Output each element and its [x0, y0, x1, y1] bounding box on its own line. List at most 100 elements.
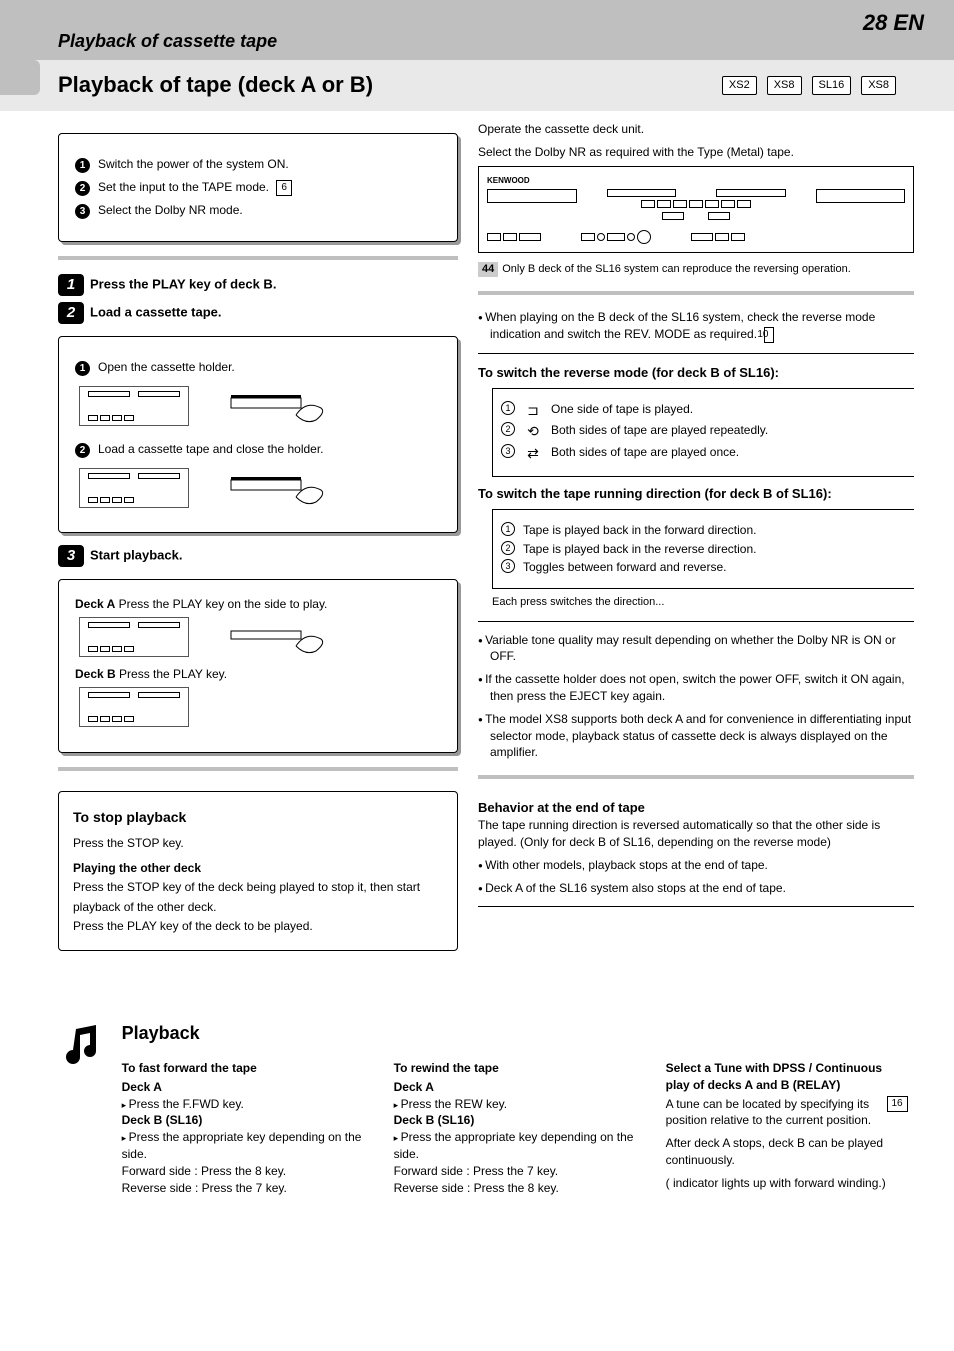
- section-title: Playback of cassette tape: [58, 29, 277, 54]
- eot-text: The tape running direction is reversed a…: [478, 817, 914, 851]
- left-column: 1Switch the power of the system ON. 2Set…: [58, 121, 458, 971]
- mode-desc: Both sides of tape are played once.: [551, 444, 739, 461]
- deck-label: Deck B (SL16): [122, 1113, 203, 1127]
- page-ref: 6: [276, 180, 292, 196]
- divider: [478, 291, 914, 295]
- rew-b: Press the appropriate key depending on t…: [394, 1129, 636, 1163]
- intro-line: Operate the cassette deck unit.: [478, 121, 914, 138]
- note-bullet: The model XS8 supports both deck A and f…: [490, 711, 914, 761]
- divider: [478, 906, 914, 907]
- instr: Press the PLAY key on the side to play.: [119, 597, 328, 611]
- stop-line: Playing the other deck: [73, 859, 443, 878]
- pb-col-rew: To rewind the tape Deck A Press the REW …: [394, 1054, 636, 1196]
- eot-bullet: With other models, playback stops at the…: [490, 857, 914, 874]
- dir-title: To switch the tape running direction (fo…: [478, 485, 914, 503]
- step-number-icon: 3: [58, 545, 84, 567]
- sub-num: 1: [75, 361, 90, 376]
- deck-label: Deck B (SL16): [394, 1113, 475, 1127]
- mode-icon: ⇄: [523, 444, 543, 464]
- reverse-note: ( indicator lights up with forward windi…: [666, 1175, 908, 1192]
- step-number-icon: 1: [58, 274, 84, 296]
- divider: [478, 621, 914, 622]
- divider: [478, 353, 914, 354]
- model-tag: XS8: [861, 76, 896, 95]
- sub-text: Open the cassette holder.: [98, 360, 235, 374]
- mode-icon: ⊐: [523, 401, 543, 421]
- hand-illustration: [226, 472, 336, 512]
- mode-num: 1: [501, 401, 515, 415]
- end-of-tape-block: Behavior at the end of tape The tape run…: [478, 799, 914, 896]
- prep-text: Select the Dolby NR mode.: [98, 203, 243, 217]
- page-ref: 16: [887, 1096, 908, 1112]
- callout-label: 44: [478, 262, 498, 277]
- page-number: 28 EN: [863, 8, 924, 39]
- sl16-note-block: When playing on the B deck of the SL16 s…: [478, 309, 914, 343]
- stop-line: Press the STOP key of the deck being pla…: [73, 878, 443, 916]
- deck-label: Deck A: [394, 1080, 434, 1094]
- divider: [58, 256, 458, 260]
- search-title: Select a Tune with DPSS / Continuous pla…: [666, 1060, 908, 1094]
- mode-desc: Both sides of tape are played repeatedly…: [551, 422, 768, 439]
- divider: [478, 775, 914, 779]
- rew-side-fwd: Forward side : Press the 7 key.: [394, 1163, 636, 1180]
- mode-num: 3: [501, 444, 515, 458]
- pb-col-fwd: To fast forward the tape Deck A Press th…: [122, 1054, 364, 1196]
- start-playback-box: Deck A Press the PLAY key on the side to…: [58, 579, 458, 752]
- brand-label: KENWOOD: [487, 175, 905, 186]
- page-ref: 10: [764, 327, 774, 343]
- eot-bullet: Deck A of the SL16 system also stops at …: [490, 880, 914, 897]
- step-1: 1 Press the PLAY key of deck B.: [58, 274, 458, 296]
- preparations-box: 1Switch the power of the system ON. 2Set…: [58, 133, 458, 242]
- step-3: 3Start playback.: [58, 545, 458, 567]
- mode-desc: Tape is played back in the reverse direc…: [523, 541, 756, 558]
- step-text: Press the PLAY key of deck B.: [90, 276, 276, 291]
- callout-note: Only B deck of the SL16 system can repro…: [502, 263, 851, 275]
- rew-a: Press the REW key.: [394, 1096, 636, 1113]
- side-fwd: Forward side : Press the 8 key.: [122, 1163, 364, 1180]
- stop-playback-box: To stop playback Press the STOP key. Pla…: [58, 791, 458, 951]
- load-tape-box: 1Open the cassette holder. 2Load a casse…: [58, 336, 458, 534]
- note-bullet: If the cassette holder does not open, sw…: [490, 671, 914, 705]
- stop-line: Press the STOP key.: [73, 834, 443, 853]
- mode-num: 2: [501, 422, 515, 436]
- deck-label: Deck A: [75, 597, 115, 611]
- rew-title: To rewind the tape: [394, 1060, 636, 1077]
- right-column: Operate the cassette deck unit. Select t…: [478, 121, 914, 971]
- deck-illustration: [79, 468, 189, 508]
- page-header-banner: 28 EN Playback of cassette tape: [0, 0, 954, 60]
- rew-side-rev: Reverse side : Press the 8 key.: [394, 1180, 636, 1197]
- mode-icon: ⟲: [523, 422, 543, 442]
- hand-illustration: [226, 621, 336, 661]
- rev-mode-title: To switch the reverse mode (for deck B o…: [478, 364, 914, 382]
- hand-illustration: [226, 390, 336, 430]
- model-tags: XS2 XS8 SL16 XS8: [722, 76, 896, 95]
- divider: [58, 767, 458, 771]
- mode-num: 2: [501, 541, 515, 555]
- side-tab: [0, 60, 40, 95]
- pb-col-search: Select a Tune with DPSS / Continuous pla…: [666, 1054, 908, 1196]
- model-tag: SL16: [812, 76, 852, 95]
- eot-title: Behavior at the end of tape: [478, 799, 914, 817]
- fwd-a: Press the F.FWD key.: [122, 1096, 364, 1113]
- music-note-icon: [58, 1021, 108, 1071]
- deck-illustration: [79, 687, 189, 727]
- instr: Press the PLAY key.: [119, 667, 227, 681]
- stop-title: To stop playback: [73, 806, 443, 828]
- mode-num: 3: [501, 559, 515, 573]
- step-number-icon: 2: [58, 302, 84, 324]
- note-text: When playing on the B deck of the SL16 s…: [485, 310, 875, 341]
- main-content: 1Switch the power of the system ON. 2Set…: [0, 111, 954, 1001]
- relay-text: After deck A stops, deck B can be played…: [666, 1135, 908, 1169]
- device-illustration: KENWOOD: [478, 166, 914, 252]
- note-bullet: Variable tone quality may result dependi…: [490, 632, 914, 666]
- page-title: Playback of tape (deck A or B): [58, 70, 373, 101]
- mode-num: 1: [501, 522, 515, 536]
- sub-num: 2: [75, 443, 90, 458]
- mode-desc: Tape is played back in the forward direc…: [523, 522, 756, 539]
- playback-section: Playback To fast forward the tape Deck A…: [0, 1021, 954, 1227]
- title-row: Playback of tape (deck A or B) XS2 XS8 S…: [0, 60, 954, 111]
- prep-text: Switch the power of the system ON.: [98, 157, 289, 171]
- each-press-note: Each press switches the direction...: [492, 595, 914, 610]
- intro-line: Select the Dolby NR as required with the…: [478, 144, 914, 161]
- deck-label: Deck A: [122, 1080, 162, 1094]
